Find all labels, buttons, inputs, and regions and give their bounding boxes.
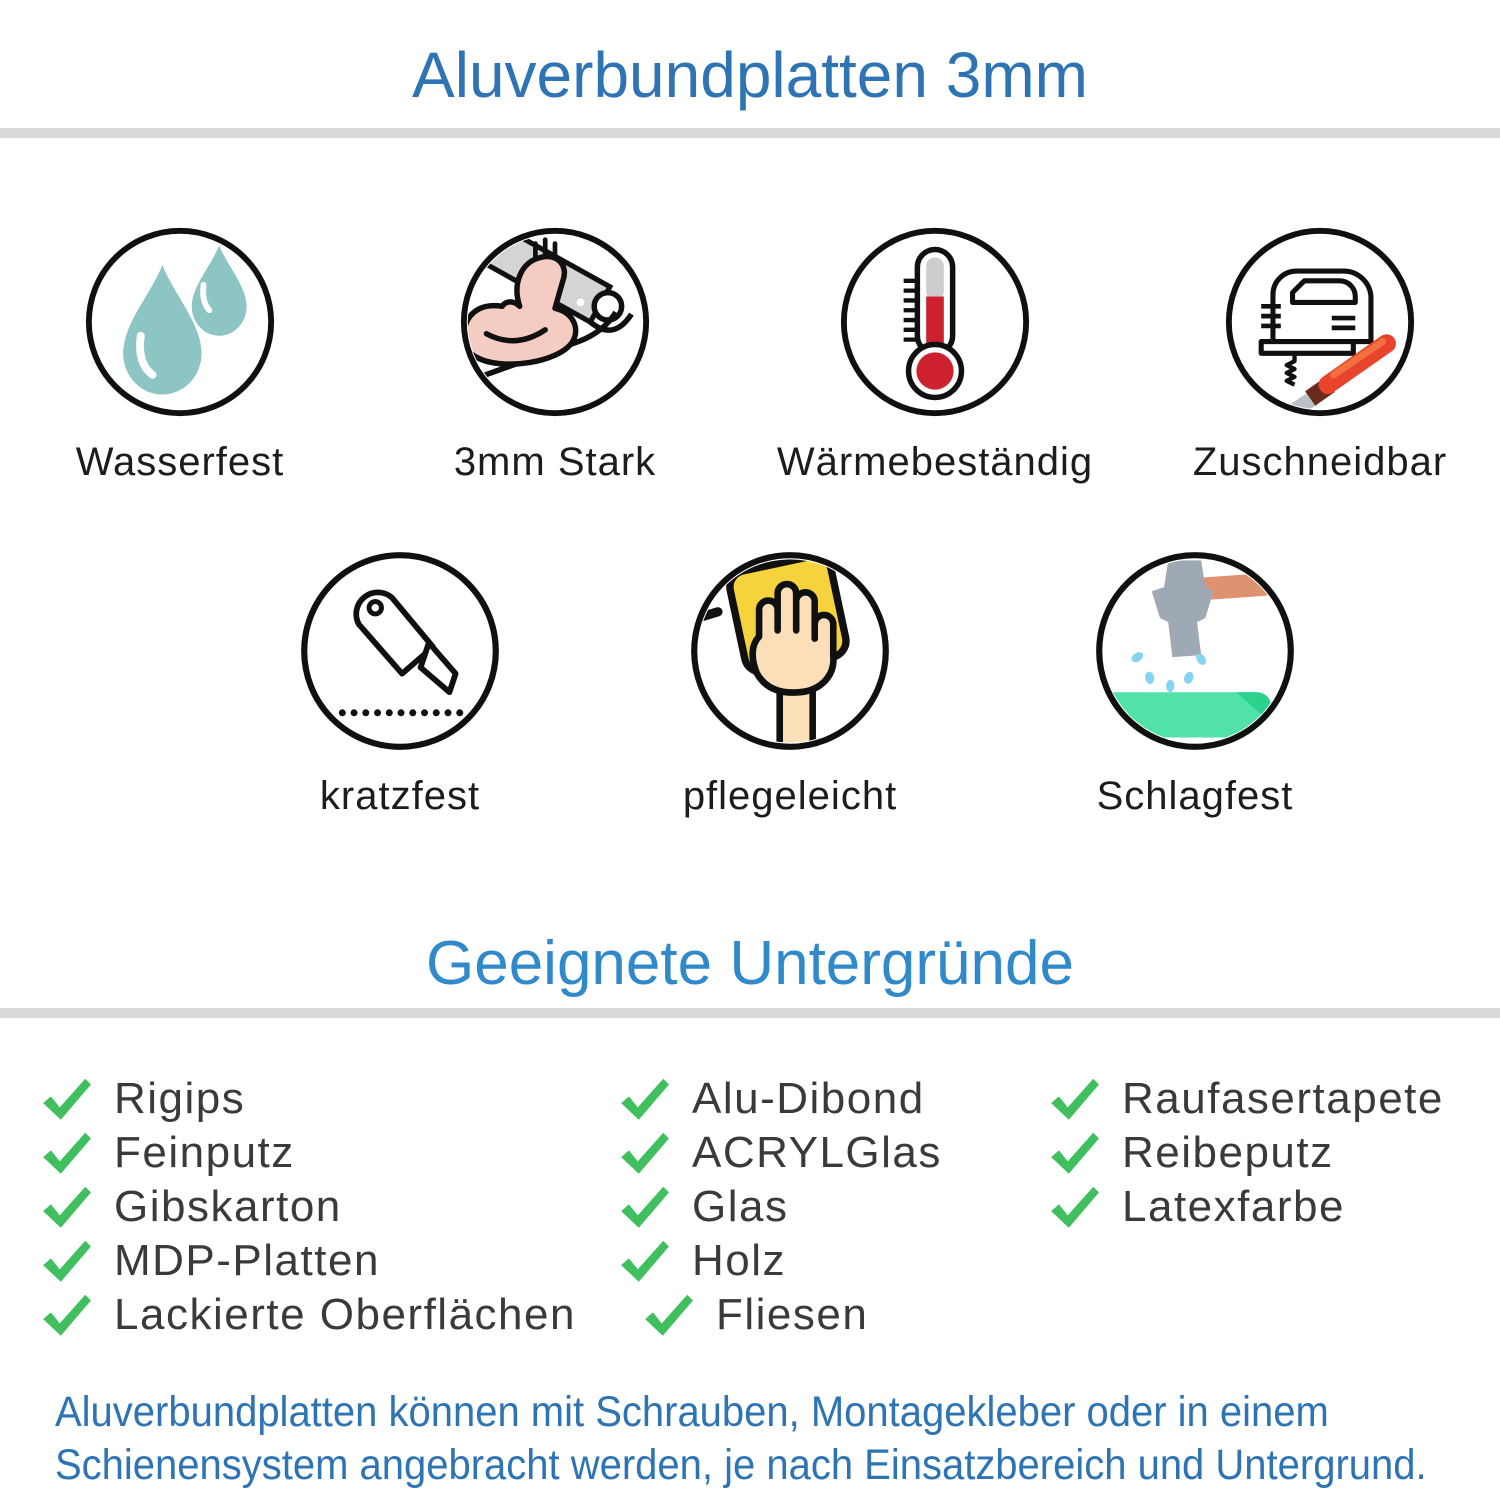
check-icon (1051, 1078, 1099, 1120)
footer-note-line-1: Aluverbundplatten können mit Schrauben, … (55, 1388, 1329, 1436)
feature-label: Wasserfest (75, 440, 285, 484)
check-icon (621, 1186, 669, 1228)
utility-knife-icon (301, 552, 499, 750)
check-icon (621, 1240, 669, 1282)
feature-zuschneidbar: Zuschneidbar (1150, 224, 1490, 485)
feature-label: kratzfest (319, 774, 481, 818)
substrate-label: MDP-Platten (114, 1236, 380, 1285)
footer-note-line-2: Schienensystem angebracht werden, je nac… (55, 1441, 1427, 1489)
substrate-label: Fliesen (716, 1290, 869, 1339)
substrate-label: Holz (692, 1236, 787, 1285)
check-icon (621, 1078, 669, 1120)
divider-middle (0, 1008, 1500, 1018)
substrate-item: Alu-Dibond (618, 1072, 942, 1126)
feature-waermebestaendig: Wärmebeständig (765, 224, 1105, 485)
substrate-column-2: Alu-Dibond ACRYLGlas Glas Holz Fliesen (618, 1072, 942, 1342)
substrate-column-1: Rigips Feinputz Gibskarton MDP-Platten L… (40, 1072, 576, 1342)
divider-top (0, 128, 1500, 138)
substrate-item: MDP-Platten (40, 1234, 576, 1288)
feature-label: pflegeleicht (682, 774, 898, 818)
check-icon (645, 1294, 693, 1336)
substrate-label: Glas (692, 1182, 789, 1231)
substrate-item: Fliesen (618, 1288, 942, 1342)
check-icon (43, 1186, 91, 1228)
flexed-muscle-icon (460, 227, 650, 417)
substrate-label: Rigips (114, 1074, 246, 1123)
feature-label: Wärmebeständig (776, 440, 1094, 484)
cleaning-hand-icon (691, 552, 889, 750)
feature-label: 3mm Stark (453, 440, 657, 484)
feature-wasserfest: Wasserfest (10, 224, 350, 485)
substrate-label: Lackierte Oberflächen (114, 1290, 576, 1339)
substrate-item: Gibskarton (40, 1180, 576, 1234)
check-icon (1051, 1186, 1099, 1228)
substrate-item: Raufasertapete (1048, 1072, 1444, 1126)
feature-label: Schlagfest (1096, 774, 1294, 818)
feature-kratzfest: kratzfest (230, 548, 570, 819)
feature-schlagfest: Schlagfest (1025, 548, 1365, 819)
feature-3mm-stark: 3mm Stark (385, 224, 725, 485)
water-drops-icon (85, 227, 275, 417)
substrate-item: Reibeputz (1048, 1126, 1444, 1180)
feature-label: Zuschneidbar (1192, 440, 1448, 484)
substrate-label: ACRYLGlas (692, 1128, 942, 1177)
check-icon (1051, 1132, 1099, 1174)
substrate-label: Raufasertapete (1122, 1074, 1444, 1123)
hammer-impact-icon (1096, 552, 1294, 750)
page-title: Aluverbundplatten 3mm (412, 39, 1088, 111)
check-icon (43, 1294, 91, 1336)
substrate-item: Feinputz (40, 1126, 576, 1180)
section-title: Geeignete Untergründe (425, 929, 1074, 998)
check-icon (43, 1078, 91, 1120)
substrate-column-3: Raufasertapete Reibeputz Latexfarbe (1048, 1072, 1444, 1234)
substrate-item: Rigips (40, 1072, 576, 1126)
check-icon (621, 1132, 669, 1174)
check-icon (43, 1132, 91, 1174)
substrate-item: Holz (618, 1234, 942, 1288)
substrate-label: Feinputz (114, 1128, 295, 1177)
thermometer-icon (840, 227, 1030, 417)
substrate-item: Glas (618, 1180, 942, 1234)
substrate-label: Gibskarton (114, 1182, 342, 1231)
substrate-label: Alu-Dibond (692, 1074, 925, 1123)
substrate-item: Latexfarbe (1048, 1180, 1444, 1234)
feature-pflegeleicht: pflegeleicht (620, 548, 960, 819)
footer-note: Aluverbundplatten können mit Schrauben, … (55, 1386, 1427, 1492)
substrate-item: ACRYLGlas (618, 1126, 942, 1180)
check-icon (43, 1240, 91, 1282)
substrate-label: Latexfarbe (1122, 1182, 1345, 1231)
substrate-item: Lackierte Oberflächen (40, 1288, 576, 1342)
jigsaw-cutter-icon (1225, 227, 1415, 417)
substrate-label: Reibeputz (1122, 1128, 1334, 1177)
